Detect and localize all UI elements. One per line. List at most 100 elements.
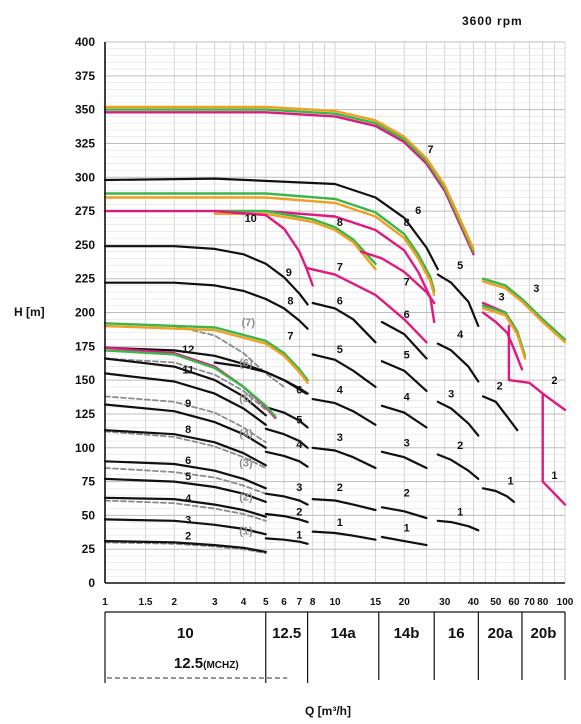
curve-orange-48 xyxy=(103,105,475,251)
curve-black-22 xyxy=(264,406,309,429)
curve-black-37 xyxy=(380,360,428,392)
curve-label: 6 xyxy=(415,205,421,217)
curve-black-41 xyxy=(436,400,480,437)
curve-label: 3 xyxy=(448,389,454,401)
curve-label: 1 xyxy=(296,529,302,541)
y-tick-label: 300 xyxy=(75,170,95,184)
mchz-curve-label: (7) xyxy=(242,317,256,329)
x-tick-label: 20 xyxy=(399,597,411,608)
curve-orange-65 xyxy=(481,307,527,360)
curve-magenta-67 xyxy=(507,324,567,412)
curve-label: 10 xyxy=(245,213,257,225)
curve-label: 8 xyxy=(287,295,293,307)
curve-label: 4 xyxy=(457,329,464,341)
curve-black-14 xyxy=(103,372,267,426)
curve-orange-58 xyxy=(103,324,309,384)
curve-label: 8 xyxy=(404,217,410,229)
x-tick-label: 15 xyxy=(370,597,382,608)
curve-label: 7 xyxy=(287,331,293,343)
curve-black-35 xyxy=(380,450,428,470)
mchz-curve-label: (5) xyxy=(239,393,253,405)
y-tick-label: 150 xyxy=(75,373,95,387)
curve-black-11 xyxy=(103,460,267,490)
curve-magenta-68 xyxy=(541,392,567,506)
x-tick-label: 1 xyxy=(102,597,108,608)
curve-green-47 xyxy=(103,108,475,253)
curve-magenta-54 xyxy=(213,209,314,287)
curve-dashed-2 xyxy=(104,467,267,495)
curve-label: 5 xyxy=(404,349,410,361)
curve-label: 9 xyxy=(286,267,292,279)
curve-label: 3 xyxy=(499,291,505,303)
curve-orange-50 xyxy=(103,196,436,297)
curve-label: 6 xyxy=(296,385,302,397)
curve-dashed-4 xyxy=(104,395,267,444)
curve-black-20 xyxy=(264,450,309,468)
x-tick-label: 1.5 xyxy=(139,597,153,608)
x-tick-label: 30 xyxy=(439,597,451,608)
curve-label: 7 xyxy=(337,262,343,274)
curve-black-38 xyxy=(380,320,428,360)
y-axis-label: H [m] xyxy=(14,305,45,319)
x-tick-label: 50 xyxy=(490,597,502,608)
x-tick-label: 2 xyxy=(171,597,177,608)
x-tick-label: 60 xyxy=(508,597,520,608)
curve-black-28 xyxy=(311,446,377,470)
curve-orange-62 xyxy=(481,280,567,344)
curve-black-32 xyxy=(103,177,439,271)
curve-black-45 xyxy=(481,395,519,432)
curve-black-8 xyxy=(103,518,267,536)
curve-black-27 xyxy=(311,498,377,512)
curve-green-57 xyxy=(103,322,309,382)
curve-black-40 xyxy=(436,453,480,480)
curve-black-33 xyxy=(380,535,428,547)
curve-label: 2 xyxy=(337,482,343,494)
curve-label: 3 xyxy=(185,514,191,526)
curve-label: 1 xyxy=(337,517,343,529)
mchz-curve-label: (4) xyxy=(239,428,253,440)
x-tick-label: 7 xyxy=(297,597,303,608)
curve-magenta-66 xyxy=(481,311,524,371)
curve-label: 2 xyxy=(296,506,302,518)
curve-label: 2 xyxy=(457,440,463,452)
curve-green-60 xyxy=(103,349,277,418)
curve-black-30 xyxy=(311,353,377,388)
curve-label: 3 xyxy=(296,482,302,494)
mchz-group-label: 12.5(MCHZ) xyxy=(174,655,239,672)
curve-black-13 xyxy=(103,403,267,449)
curve-green-52 xyxy=(213,209,377,265)
curve-black-23 xyxy=(103,346,309,395)
y-tick-label: 275 xyxy=(75,204,95,218)
y-tick-label: 50 xyxy=(82,508,96,522)
curve-label: 11 xyxy=(182,364,194,376)
mchz-curve-label: (6) xyxy=(239,358,253,370)
mchz-curve-label: (3) xyxy=(239,458,253,470)
x-tick-label: 70 xyxy=(524,597,536,608)
mchz-curve-label: (1) xyxy=(239,525,253,537)
x-tick-label: 6 xyxy=(281,597,287,608)
curve-label: 7 xyxy=(404,276,410,288)
y-tick-label: 325 xyxy=(75,136,95,150)
x-tick-label: 10 xyxy=(329,597,341,608)
curve-label: 2 xyxy=(404,487,410,499)
x-tick-label: 40 xyxy=(468,597,480,608)
curve-black-39 xyxy=(436,519,480,532)
y-tick-label: 375 xyxy=(75,69,95,83)
y-tick-label: 25 xyxy=(82,542,96,556)
curve-black-26 xyxy=(311,530,377,541)
curve-label: 6 xyxy=(337,295,343,307)
y-tick-label: 200 xyxy=(75,306,95,320)
curve-label: 1 xyxy=(404,523,410,535)
y-tick-label: 250 xyxy=(75,238,95,252)
curve-black-44 xyxy=(481,487,516,503)
x-axis-label: Q [m³/h] xyxy=(305,704,351,718)
curve-label: 2 xyxy=(185,531,191,543)
curve-label: 12 xyxy=(182,344,194,356)
pump-group-label: 14b xyxy=(394,625,420,642)
mchz-suffix: (MCHZ) xyxy=(203,660,239,671)
curve-dashed-5 xyxy=(104,357,267,411)
curve-label: 3 xyxy=(404,437,410,449)
curve-black-42 xyxy=(436,342,480,383)
mchz-curve-label: (2) xyxy=(239,491,253,503)
